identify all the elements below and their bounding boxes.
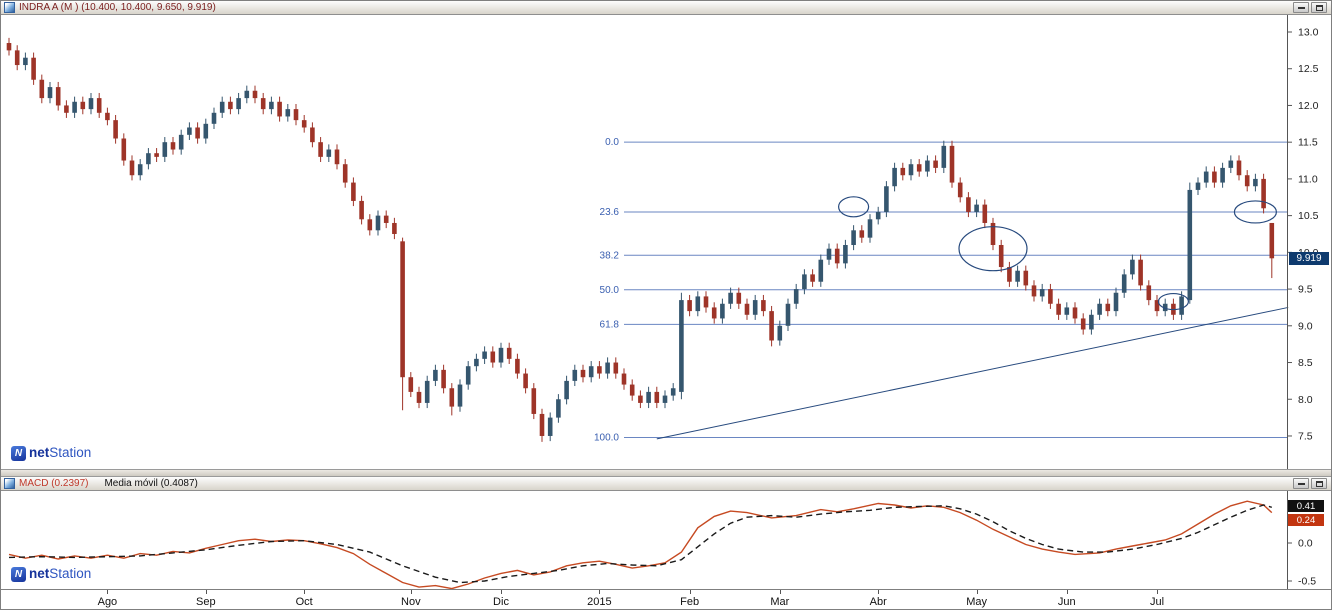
annotations-layer [837, 196, 1278, 311]
indicator-window-icon [4, 478, 15, 489]
minimize-button[interactable] [1293, 478, 1309, 489]
time-axis-label: 2015 [587, 596, 612, 608]
svg-text:12.0: 12.0 [1298, 100, 1319, 112]
time-axis-label: Jul [1149, 596, 1165, 608]
price-chart[interactable]: 0.0 23.6 38.2 50.0 61.8 100.0 13.0 12.5 12.0 11.5… [1, 15, 1331, 469]
minimize-icon [1297, 6, 1305, 9]
logo-text-net: net [29, 445, 50, 460]
logo-text-station: Station [49, 566, 92, 581]
series-signal-line [8, 504, 1272, 584]
annotation-ellipse [837, 196, 870, 218]
svg-text:8.5: 8.5 [1298, 357, 1313, 369]
annotation-ellipse [1233, 200, 1278, 224]
price-chart-panel: INDRA A (M ) (10.400, 10.400, 9.650, 9.9… [1, 1, 1331, 469]
macd-chart[interactable]: 0.50.0-0.5 N netStation 0.41 0.24 [1, 491, 1331, 589]
svg-text:0.0: 0.0 [605, 137, 619, 148]
annotation-ellipse [958, 226, 1028, 272]
time-axis-tick [779, 590, 781, 594]
svg-text:8.0: 8.0 [1298, 394, 1313, 406]
time-axis-tick [599, 590, 601, 594]
svg-text:13.0: 13.0 [1298, 27, 1319, 39]
maximize-icon [1315, 480, 1323, 487]
price-chart-canvas[interactable]: 0.0 23.6 38.2 50.0 61.8 100.0 13.0 12.5 12.0 11.5… [1, 15, 1332, 469]
maximize-icon [1315, 4, 1323, 11]
netstation-logo-icon: N [11, 445, 26, 461]
time-axis-tick [205, 590, 207, 594]
time-axis-label: Dic [493, 596, 509, 608]
netstation-logo: N netStation [11, 565, 91, 583]
svg-text:-0.5: -0.5 [1298, 576, 1316, 588]
fibonacci-layer: 0.0 23.6 38.2 50.0 61.8 100.0 [594, 137, 1288, 443]
svg-text:9.5: 9.5 [1298, 284, 1313, 296]
macd-value-badge: 0.24 [1288, 514, 1324, 526]
svg-text:10.5: 10.5 [1298, 210, 1319, 222]
svg-text:0.0: 0.0 [1298, 538, 1313, 550]
svg-text:9.0: 9.0 [1298, 320, 1313, 332]
time-axis-tick [410, 590, 412, 594]
trendline [656, 306, 1289, 440]
minimize-button[interactable] [1293, 2, 1309, 13]
time-axis-tick [1066, 590, 1068, 594]
maximize-button[interactable] [1311, 478, 1327, 489]
time-axis[interactable]: Ago Sep Oct Nov Dic 2015 Feb Mar Abr May Jun Jul [1, 589, 1331, 609]
time-axis-tick [878, 590, 880, 594]
svg-text:11.5: 11.5 [1298, 137, 1318, 149]
macd-chart-canvas[interactable]: 0.50.0-0.5 [1, 491, 1332, 589]
series-macd-line [8, 500, 1273, 589]
logo-text-station: Station [49, 445, 92, 460]
svg-text:7.5: 7.5 [1298, 430, 1313, 442]
time-axis-tick [107, 590, 109, 594]
netstation-logo-icon: N [11, 566, 26, 582]
price-axis: 13.012.512.011.511.010.510.09.59.08.58.0… [1287, 15, 1319, 469]
svg-text:100.0: 100.0 [594, 432, 619, 443]
logo-text-net: net [29, 566, 50, 581]
macd-title: MACD (0.2397) [19, 477, 89, 489]
time-axis-label: Feb [680, 596, 700, 608]
time-axis-tick [304, 590, 306, 594]
time-axis-label: Nov [401, 596, 421, 608]
time-axis-label: Mar [770, 596, 790, 608]
candlesticks-layer [6, 37, 1275, 442]
svg-text:11.0: 11.0 [1298, 173, 1318, 185]
time-axis-tick [501, 590, 502, 594]
time-axis-label: Abr [869, 596, 887, 608]
time-axis-label: Jun [1057, 596, 1076, 608]
panel-splitter[interactable] [1, 469, 1331, 477]
svg-text:12.5: 12.5 [1298, 63, 1319, 75]
annotation-ellipse [1157, 292, 1190, 311]
signal-value-badge: 0.41 [1288, 500, 1324, 512]
macd-panel-titlebar[interactable]: MACD (0.2397) Media móvil (0.4087) [1, 477, 1331, 491]
svg-text:61.8: 61.8 [600, 319, 620, 330]
price-panel-title: INDRA A (M ) (10.400, 10.400, 9.650, 9.9… [19, 1, 216, 13]
chart-window-icon [4, 2, 15, 13]
svg-text:38.2: 38.2 [600, 250, 620, 261]
price-panel-titlebar[interactable]: INDRA A (M ) (10.400, 10.400, 9.650, 9.9… [1, 1, 1331, 15]
last-price-marker: 9.919 [1289, 251, 1329, 265]
maximize-button[interactable] [1311, 2, 1327, 13]
time-axis-tick [976, 590, 978, 594]
macd-panel: MACD (0.2397) Media móvil (0.4087) 0.50.… [1, 477, 1331, 589]
time-axis-label: Ago [97, 596, 118, 608]
svg-text:50.0: 50.0 [600, 285, 620, 296]
time-axis-tick [1157, 590, 1158, 594]
time-axis-label: Oct [295, 596, 313, 608]
macd-signal-title: Media móvil (0.4087) [104, 477, 198, 489]
time-axis-label: May [966, 596, 987, 608]
svg-text:23.6: 23.6 [600, 207, 620, 218]
netstation-logo: N netStation [11, 444, 91, 462]
minimize-icon [1297, 482, 1305, 485]
time-axis-label: Sep [196, 596, 216, 608]
time-axis-tick [689, 590, 691, 594]
